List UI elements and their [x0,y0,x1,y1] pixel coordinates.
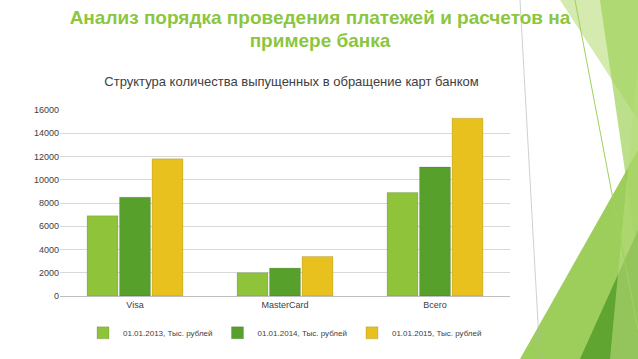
svg-text:4000: 4000 [39,245,59,255]
svg-text:2000: 2000 [39,268,59,278]
html-text:Анализ порядка проведения плат: Анализ порядка проведения платежей и рас… [69,7,571,51]
svg-text:Структура количества выпущенны: Структура количества выпущенных в обраще… [104,74,478,89]
svg-text:Всего: Всего [423,300,447,310]
svg-text:16000: 16000 [34,105,59,115]
svg-text:01.01.2015, Тыс. рублей: 01.01.2015, Тыс. рублей [392,329,481,338]
svg-text:14000: 14000 [34,128,59,138]
svg-text:01.01.2013, Тыс. рублей: 01.01.2013, Тыс. рублей [123,329,212,338]
svg-text:Visa: Visa [126,300,143,310]
svg-text:8000: 8000 [39,198,59,208]
svg-text:0: 0 [54,291,59,301]
svg-text:01.01.2014, Тыс. рублей: 01.01.2014, Тыс. рублей [257,329,346,338]
svg-text:12000: 12000 [34,152,59,162]
svg-text:MasterCard: MasterCard [261,300,308,310]
svg-text:6000: 6000 [39,221,59,231]
svg-text:10000: 10000 [34,175,59,185]
